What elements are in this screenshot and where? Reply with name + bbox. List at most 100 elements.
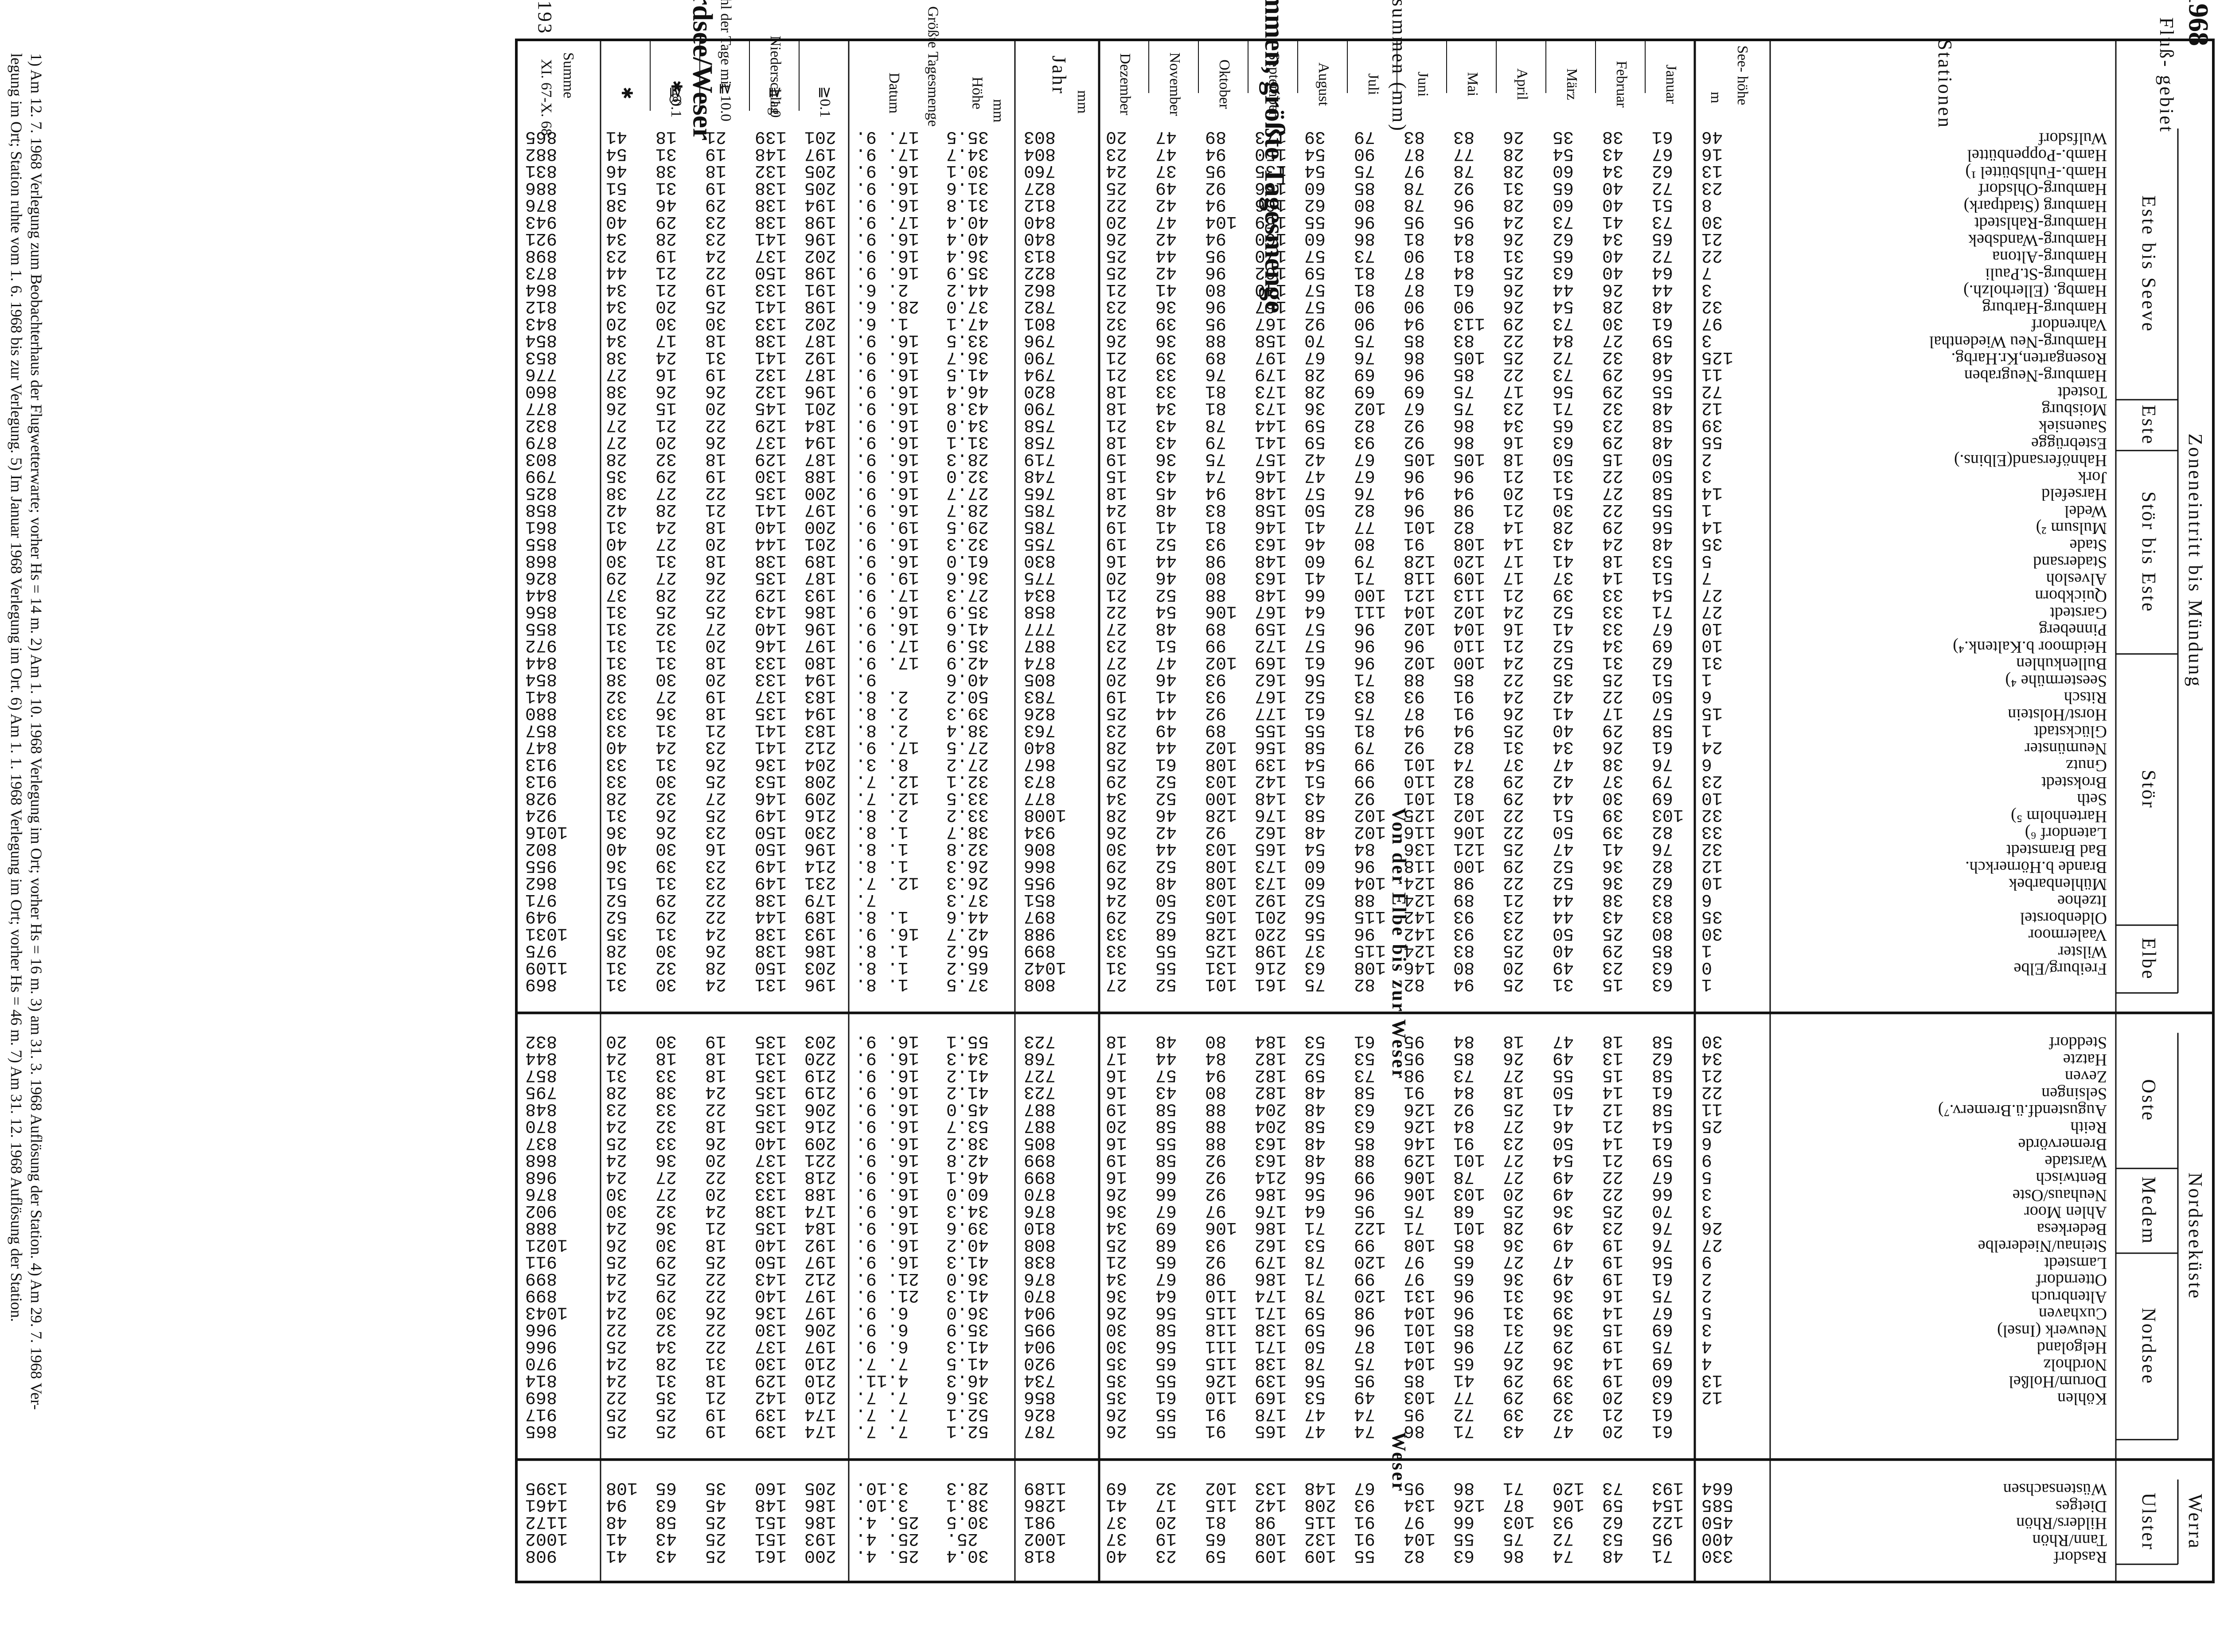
day-count: 33	[606, 771, 627, 791]
month-value: 75	[1354, 330, 1375, 350]
threshold-0: ≧0.1	[817, 86, 833, 118]
subgroup-label: Medem	[2138, 1177, 2160, 1245]
max-day-amount: 32.3	[946, 534, 989, 553]
month-value: 141	[1255, 432, 1287, 452]
max-day-date: 1. 8.	[855, 855, 909, 875]
month-value: 18	[1602, 1031, 1623, 1051]
month-value: 34	[1106, 1217, 1127, 1237]
month-value: 115	[1205, 1495, 1237, 1515]
month-value: 19	[1602, 1336, 1623, 1356]
month-value: 60	[1304, 873, 1326, 892]
month-value: 62	[1652, 160, 1673, 180]
month-value: 18	[1106, 381, 1127, 401]
month-value: 94	[1453, 483, 1475, 503]
month-value: 21	[1602, 1404, 1623, 1424]
max-day-amount: 38.1	[946, 1495, 989, 1515]
day-count: 29	[655, 906, 677, 926]
station-name: Heidmoor b.Kaltenk.⁴)	[1953, 638, 2107, 656]
summe-value: 861	[525, 516, 557, 536]
day-count: 230	[804, 822, 836, 842]
month-value: 20	[1106, 1116, 1127, 1136]
month-value: 27	[1503, 1149, 1524, 1169]
month-value: 67	[1155, 1268, 1177, 1288]
day-count: 22	[705, 584, 726, 604]
month-value: 142	[1404, 923, 1436, 943]
month-value: 54	[1553, 1149, 1574, 1169]
day-count: 36	[655, 703, 677, 723]
month-value: 201	[1255, 906, 1287, 926]
month-value: 36	[1602, 855, 1623, 875]
day-count: 19	[705, 1421, 726, 1441]
month-value: 22	[1503, 330, 1524, 350]
year-total: 955	[1024, 873, 1056, 892]
station-height: 5	[1701, 550, 1712, 570]
month-value: 118	[1205, 1319, 1237, 1339]
month-value: 163	[1255, 534, 1287, 553]
subgroup-label: Oste	[2138, 1079, 2160, 1122]
year-total: 870	[1024, 1285, 1056, 1305]
max-day-date: 16. 9.	[855, 330, 919, 350]
summe-value: 856	[525, 601, 557, 621]
month-value: 146	[1404, 957, 1436, 977]
day-count: 22	[606, 1319, 627, 1339]
month-value: 89	[1453, 889, 1475, 909]
month-value: 41	[1155, 686, 1177, 706]
year-total: 904	[1024, 1336, 1056, 1356]
month-value: 44	[1155, 838, 1177, 858]
day-count: 25	[655, 1421, 677, 1441]
month-value: 69	[1354, 364, 1375, 384]
station-name: Bad Bramstedt	[2006, 841, 2107, 860]
month-value: 52	[1155, 787, 1177, 807]
month-value: 26	[1503, 228, 1524, 248]
month-value: 23	[1602, 415, 1623, 435]
day-count: 144	[755, 906, 787, 926]
day-count: 30	[655, 313, 677, 333]
month-value: 30	[1602, 313, 1623, 333]
max-day-date: 6. 9.	[855, 1319, 909, 1339]
month-value: 84	[1553, 330, 1574, 350]
month-value: 67	[1652, 1166, 1673, 1186]
day-count: 30	[655, 838, 677, 858]
month-value: 60	[1553, 160, 1574, 180]
day-count: 31	[606, 601, 627, 621]
month-value: 101	[1404, 516, 1436, 536]
summe-value: 868	[525, 550, 557, 570]
max-day-amount: 40.4	[946, 228, 989, 248]
table-body: Wulfsdorf4661383526838379391738947208033…	[525, 127, 2206, 1567]
month-value: 95	[1205, 313, 1226, 333]
month-value: 58	[1304, 737, 1326, 757]
month-value: 54	[1304, 160, 1326, 180]
year-total: 790	[1024, 398, 1056, 418]
month-value: 47	[1155, 652, 1177, 672]
month-value: 60	[1304, 855, 1326, 875]
month-value: 19	[1106, 516, 1127, 536]
month-value: 106	[1553, 1495, 1584, 1515]
month-value: 29	[1602, 432, 1623, 452]
month-value: 31	[1503, 177, 1524, 197]
month-value: 74	[1354, 1404, 1375, 1424]
day-count: 25	[705, 1251, 726, 1271]
month-value: 25	[1106, 754, 1127, 774]
station-name: Hilders/Rhön	[2016, 1514, 2107, 1533]
month-value: 76	[1354, 347, 1375, 367]
summe-value: 848	[525, 1099, 557, 1118]
month-value: 55	[1304, 720, 1326, 740]
month-value: 55	[1155, 957, 1177, 977]
month-value: 79	[1354, 737, 1375, 757]
day-count: 31	[606, 516, 627, 536]
max-day-date: 16. 9.	[855, 347, 919, 367]
max-day-date: 16. 9.	[855, 618, 919, 638]
month-value: 32	[1106, 313, 1127, 333]
max-day-amount: 28.3	[946, 448, 989, 468]
day-count: 18	[705, 550, 726, 570]
station-height: 32	[1701, 805, 1723, 825]
month-value: 94	[1404, 483, 1425, 503]
month-value: 65	[1155, 1251, 1177, 1271]
month-value: 38	[1602, 754, 1623, 774]
month-value: 54	[1652, 1116, 1673, 1136]
month-value: 78	[1205, 415, 1226, 435]
month-value: 173	[1255, 855, 1287, 875]
month-value: 54	[1304, 754, 1326, 774]
day-count: 133	[755, 1184, 787, 1204]
